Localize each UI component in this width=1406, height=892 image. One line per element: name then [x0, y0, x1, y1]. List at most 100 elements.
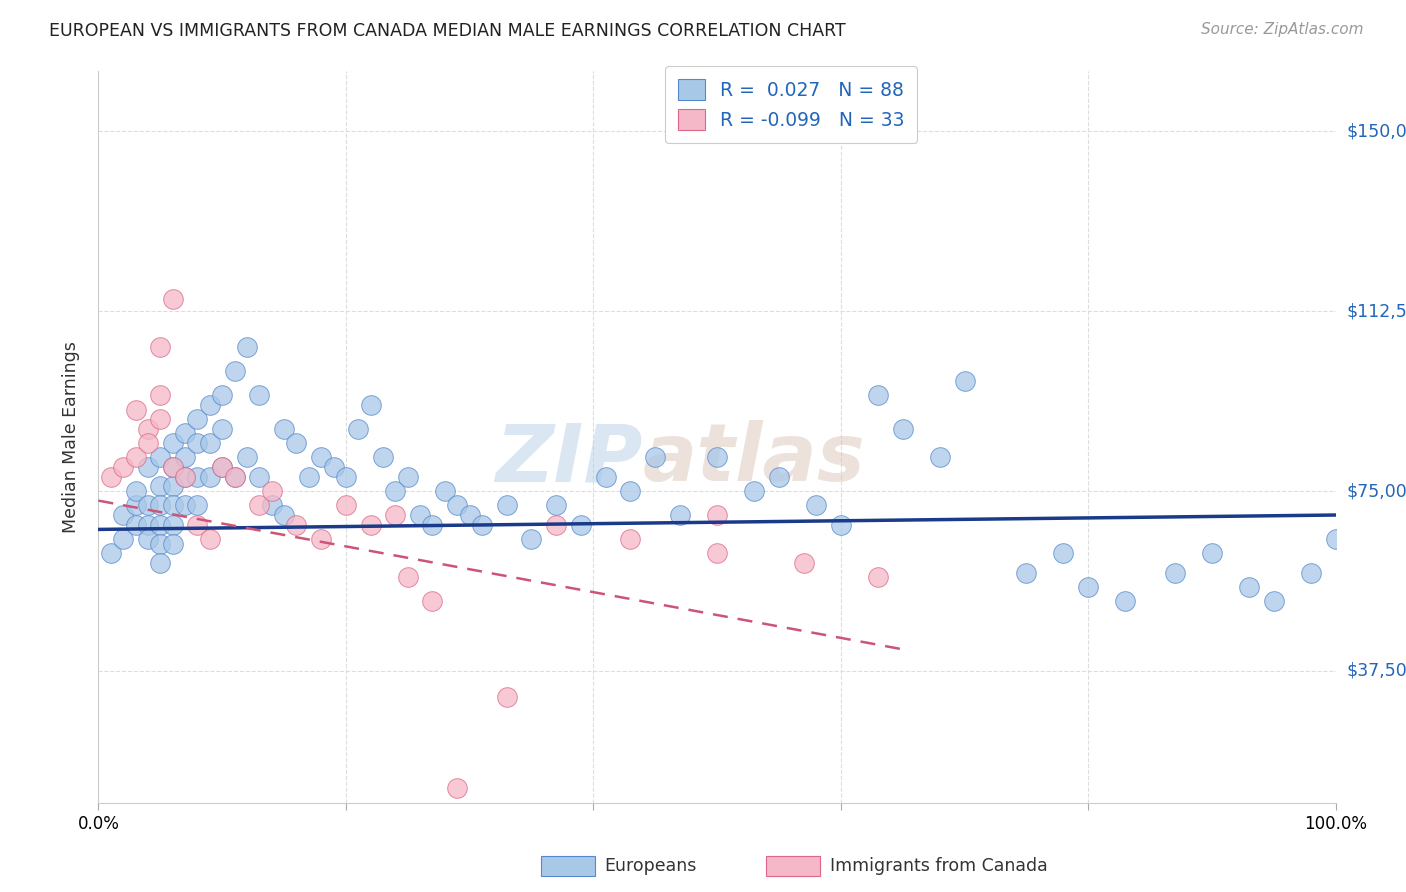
Point	[124, 483, 146, 498]
Point	[224, 469, 246, 483]
Point	[371, 450, 394, 465]
Point	[409, 508, 432, 522]
Text: atlas: atlas	[643, 420, 866, 498]
Point	[285, 436, 308, 450]
Point	[644, 450, 666, 465]
Point	[360, 517, 382, 532]
Point	[471, 517, 494, 532]
Point	[211, 460, 233, 475]
Point	[236, 340, 259, 354]
Point	[236, 450, 259, 465]
Point	[347, 422, 370, 436]
Point	[174, 469, 197, 483]
Point	[124, 517, 146, 532]
Point	[124, 450, 146, 465]
Point	[866, 388, 889, 402]
Point	[446, 499, 468, 513]
Point	[186, 469, 208, 483]
Point	[186, 517, 208, 532]
Point	[136, 460, 159, 475]
Point	[384, 508, 406, 522]
Point	[546, 499, 568, 513]
Point	[162, 460, 184, 475]
Point	[136, 422, 159, 436]
Point	[211, 460, 233, 475]
Point	[595, 469, 617, 483]
Point	[384, 483, 406, 498]
Point	[198, 398, 221, 412]
Point	[162, 292, 184, 306]
Point	[186, 436, 208, 450]
Point	[149, 388, 172, 402]
Point	[1324, 532, 1347, 546]
Point	[273, 422, 295, 436]
Point	[458, 508, 481, 522]
Point	[1201, 546, 1223, 560]
Point	[100, 546, 122, 560]
Point	[247, 499, 270, 513]
Point	[149, 412, 172, 426]
Point	[928, 450, 950, 465]
Text: $75,000: $75,000	[1347, 482, 1406, 500]
Point	[830, 517, 852, 532]
Point	[149, 479, 172, 493]
Point	[112, 532, 135, 546]
Point	[149, 556, 172, 570]
Text: $37,500: $37,500	[1347, 662, 1406, 680]
Point	[124, 499, 146, 513]
Text: Immigrants from Canada: Immigrants from Canada	[830, 857, 1047, 875]
Text: Europeans: Europeans	[605, 857, 697, 875]
Point	[162, 537, 184, 551]
Point	[136, 532, 159, 546]
Point	[422, 517, 444, 532]
Point	[112, 508, 135, 522]
Point	[149, 450, 172, 465]
Point	[495, 690, 517, 705]
Point	[669, 508, 692, 522]
Point	[136, 436, 159, 450]
Point	[866, 570, 889, 584]
Point	[1237, 580, 1260, 594]
Text: Source: ZipAtlas.com: Source: ZipAtlas.com	[1201, 22, 1364, 37]
Point	[309, 532, 332, 546]
Point	[1263, 594, 1285, 608]
Point	[619, 532, 641, 546]
Point	[396, 469, 419, 483]
Point	[162, 499, 184, 513]
Point	[174, 450, 197, 465]
Point	[247, 469, 270, 483]
Point	[149, 537, 172, 551]
Point	[335, 469, 357, 483]
Point	[211, 388, 233, 402]
Point	[360, 398, 382, 412]
Point	[247, 388, 270, 402]
Point	[569, 517, 592, 532]
Point	[804, 499, 827, 513]
Text: ZIP: ZIP	[495, 420, 643, 498]
Point	[174, 426, 197, 441]
Point	[298, 469, 321, 483]
Point	[433, 483, 456, 498]
Point	[793, 556, 815, 570]
Point	[100, 469, 122, 483]
Point	[1164, 566, 1187, 580]
Point	[1299, 566, 1322, 580]
Point	[706, 508, 728, 522]
Point	[273, 508, 295, 522]
Point	[768, 469, 790, 483]
Point	[211, 422, 233, 436]
Point	[198, 469, 221, 483]
Point	[891, 422, 914, 436]
Text: $150,000: $150,000	[1347, 122, 1406, 140]
Point	[309, 450, 332, 465]
Point	[520, 532, 543, 546]
Point	[174, 499, 197, 513]
Point	[224, 469, 246, 483]
Point	[446, 781, 468, 796]
Point	[162, 479, 184, 493]
Point	[953, 374, 976, 388]
Point	[495, 499, 517, 513]
Point	[136, 517, 159, 532]
Point	[335, 499, 357, 513]
Point	[112, 460, 135, 475]
